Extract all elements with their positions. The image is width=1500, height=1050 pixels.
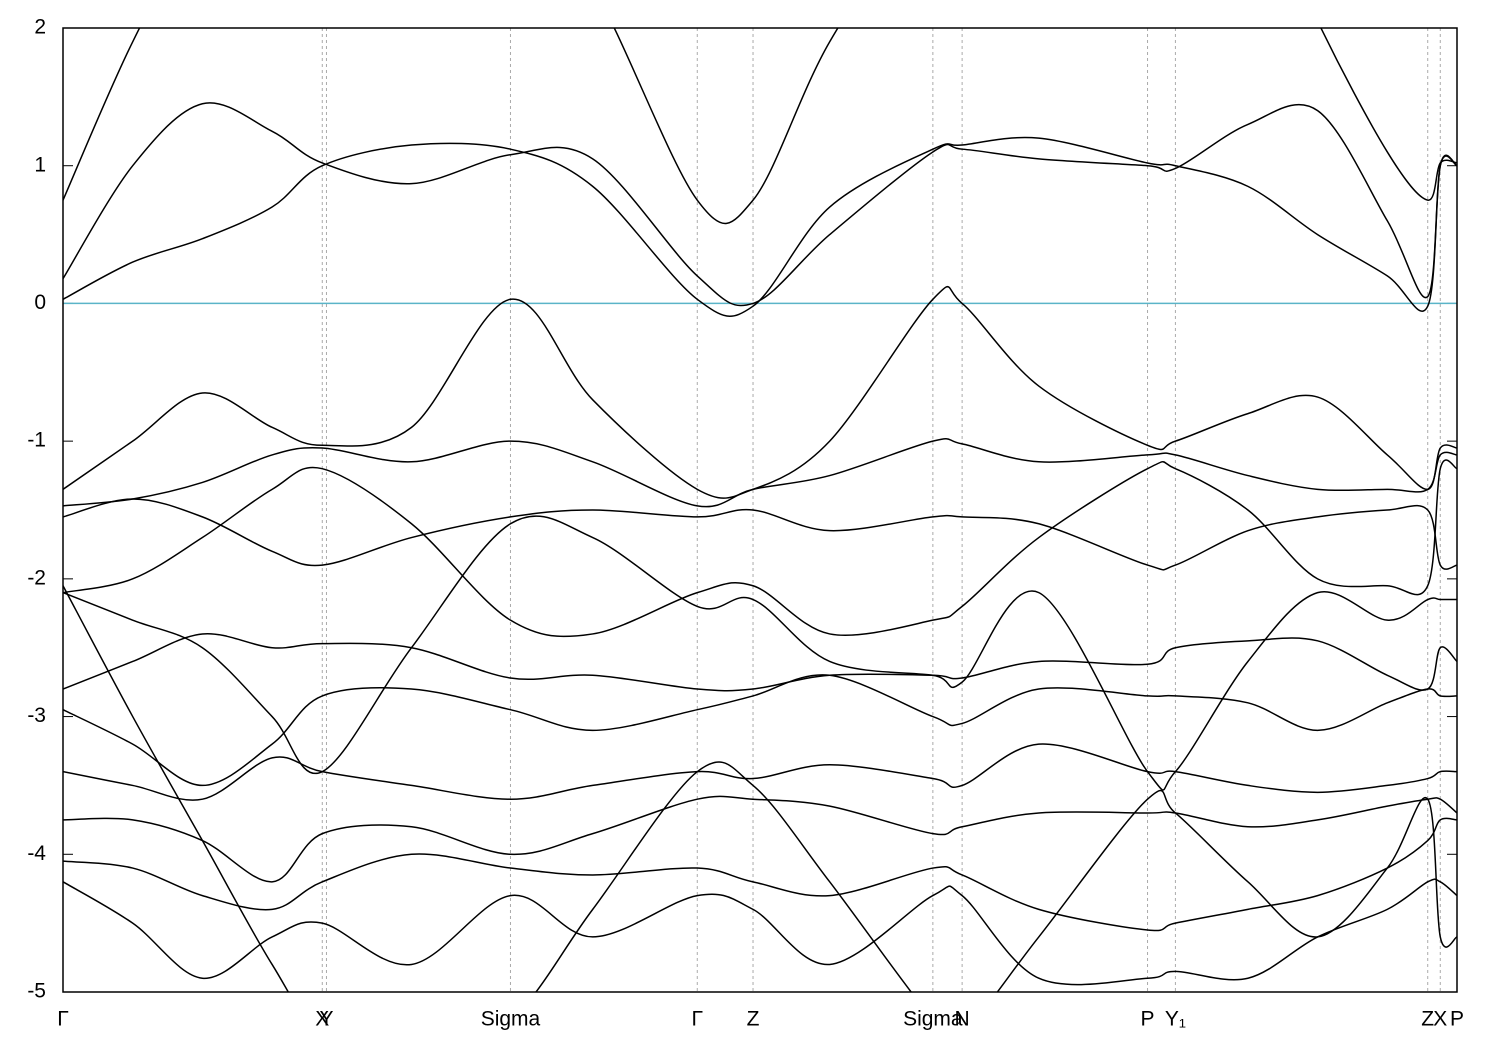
band: [63, 136, 1457, 317]
band: [63, 743, 1457, 801]
band: [63, 674, 1457, 787]
band: [63, 585, 1457, 992]
x-tick-label: Z: [747, 1008, 760, 1031]
x-tick-label: X: [315, 1008, 329, 1031]
y-tick-label: 0: [34, 291, 46, 314]
y-tick-label: -1: [27, 429, 46, 452]
bands: [63, 28, 1457, 992]
band: [63, 102, 1457, 307]
y-tick-label: 1: [34, 153, 46, 176]
y-tick-label: -2: [27, 566, 46, 589]
x-tick-label: Γ: [57, 1008, 69, 1031]
y-tick-label: -3: [27, 704, 46, 727]
band: [63, 515, 1457, 791]
band: [63, 633, 1457, 692]
band: [63, 286, 1457, 499]
band: [63, 459, 1457, 638]
x-tick-label: Sigma: [903, 1008, 963, 1031]
band: [63, 795, 1457, 883]
x-tick-label: Z: [1421, 1008, 1434, 1031]
x-tick-label: P: [1450, 1008, 1464, 1031]
plot-frame: [62, 27, 1458, 993]
x-tick-label: Y: [319, 1008, 333, 1031]
band: [63, 498, 1457, 571]
band: [63, 438, 1457, 508]
x-tick-label: X: [1433, 1008, 1447, 1031]
x-tick-label: Y₁: [1165, 1008, 1186, 1031]
band: [63, 878, 1457, 986]
x-tick-label: Sigma: [481, 1008, 541, 1031]
x-tick-label: N: [955, 1008, 970, 1031]
band: [63, 817, 1457, 932]
y-tick-label: -5: [27, 980, 46, 1003]
band: [63, 28, 1457, 225]
x-tick-label: Γ: [691, 1008, 703, 1031]
x-tick-label: P: [1141, 1008, 1155, 1031]
y-tick-label: -4: [27, 842, 46, 865]
y-tick-label: 2: [34, 16, 46, 39]
